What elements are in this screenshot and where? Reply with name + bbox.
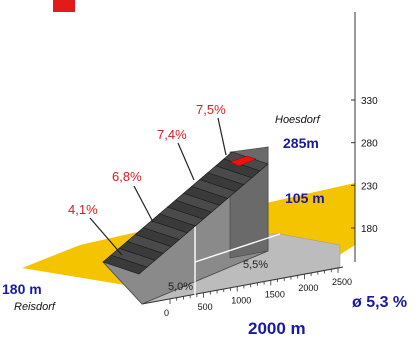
base-gradient-label-1: 5,0% [168,281,193,293]
distance-label: 2000 m [248,319,306,338]
x-tick-label: 0 [164,308,169,318]
gradient-leader-line [133,185,154,223]
gradient-leader-line [89,217,123,256]
end-elevation: 285m [283,135,319,151]
logo-mark [53,0,75,12]
gradient-label-2: 6,8% [112,169,142,184]
y-tick-label: 180 [361,224,378,235]
gradient-label-4: 7,5% [196,102,226,117]
y-tick-label: 230 [361,181,378,192]
x-tick-label: 1500 [265,289,285,299]
x-tick-label: 1000 [231,296,251,306]
gradient-label-1: 4,1% [68,202,98,217]
x-tick-label: 2500 [332,277,352,287]
y-tick-label: 280 [361,139,378,150]
slope-steps [102,151,269,275]
gradient-label-3: 7,4% [157,127,187,142]
x-tick-label: 2000 [298,283,318,293]
base-gradient-label-2: 5,5% [243,259,268,271]
start-name: Reisdorf [14,301,56,313]
average-gradient-label: ø 5,3 % [352,294,407,311]
gradient-leader-line [177,142,195,181]
x-tick-label: 500 [198,302,213,312]
gradient-leader-line [217,117,227,156]
summit-marker [229,155,257,167]
climb-label: 105 m [285,190,325,206]
x-axis-line [141,266,344,305]
end-name: Hoesdorf [275,114,321,126]
start-elevation: 180 m [2,281,42,297]
base-divider [194,233,281,263]
y-tick-label: 330 [361,96,378,107]
